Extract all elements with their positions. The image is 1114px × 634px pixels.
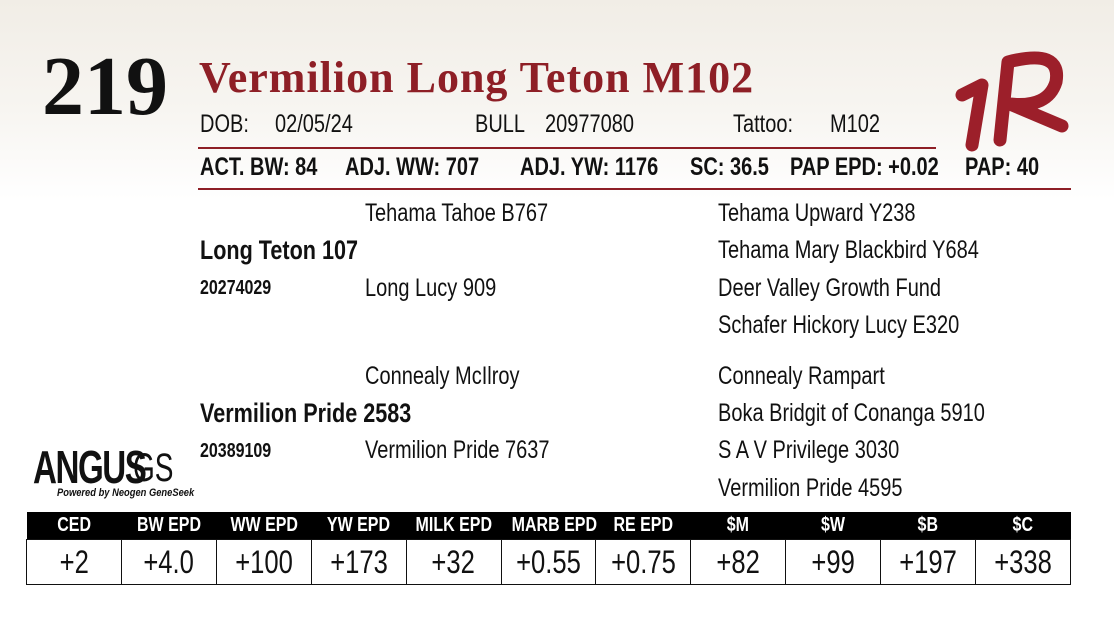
- epd-value: +100: [234, 543, 293, 580]
- epd-value-cell: +100: [215, 539, 312, 585]
- rule: [198, 188, 1071, 190]
- epd-value-cell: +32: [405, 539, 502, 585]
- grandparent: Schafer Hickory Lucy E320: [718, 311, 960, 339]
- pedigree-parent: Vermilion Pride 2583: [200, 398, 412, 428]
- epd-header: MARB EPD: [511, 514, 598, 536]
- epd-header-cell: $B: [880, 512, 976, 540]
- epd-header: $M: [727, 514, 750, 536]
- epd-value-row: +2 +4.0 +100 +173 +32 +0.55 +0.75 +82 +99 +197 +33…: [26, 539, 1071, 585]
- pedigree-sire: Tehama Tahoe B767: [365, 199, 549, 227]
- epd-value: +32: [431, 543, 476, 580]
- epd-value-cell: +197: [880, 539, 977, 585]
- epd-header-cell: $M: [690, 512, 786, 540]
- epd-value-cell: +2: [26, 539, 122, 585]
- epd-value-cell: +0.75: [595, 539, 692, 585]
- grandparent: Tehama Upward Y238: [718, 199, 916, 227]
- epd-value: +82: [716, 543, 761, 580]
- epd-value: +0.75: [611, 543, 676, 580]
- epd-value-cell: +4.0: [120, 539, 217, 585]
- epd-value: +173: [329, 543, 388, 580]
- stat: ADJ. YW: 1176: [520, 153, 659, 181]
- stat: SC: 36.5: [690, 153, 769, 181]
- logo-suffix: GS: [133, 446, 174, 490]
- epd-header-row: CED BW EPD WW EPD YW EPD MILK EPD MARB EPD RE …: [26, 512, 1071, 540]
- registration: 20274029: [200, 277, 272, 299]
- epd-value: +0.55: [516, 543, 581, 580]
- grandparent: Connealy Rampart: [718, 362, 885, 390]
- info-value: M102: [830, 110, 881, 138]
- brand-logo: [955, 51, 1069, 152]
- epd-value: +197: [899, 543, 957, 580]
- epd-value-cell: +82: [690, 539, 787, 585]
- pedigree-sire: Connealy McIlroy: [365, 362, 520, 390]
- epd-header: WW EPD: [229, 514, 298, 536]
- info-label: Tattoo:: [733, 110, 794, 138]
- epd-header: CED: [57, 514, 91, 536]
- info-label: DOB:: [200, 110, 249, 138]
- stat: ADJ. WW: 707: [345, 153, 480, 181]
- animal-name: Vermilion Long Teton M102: [199, 53, 755, 102]
- epd-header-cell: $W: [785, 512, 881, 540]
- epd-header: $B: [917, 514, 939, 536]
- epd-header-cell: RE EPD: [595, 512, 691, 540]
- epd-value-cell: +338: [975, 539, 1071, 585]
- epd-value: +338: [994, 543, 1052, 580]
- lot-number: 219: [42, 40, 168, 133]
- epd-header-cell: MARB EPD: [501, 512, 598, 540]
- pedigree-dam: Vermilion Pride 7637: [365, 436, 550, 464]
- epd-value: +4.0: [143, 543, 195, 580]
- grandparent: Vermilion Pride 4595: [718, 474, 903, 502]
- epd-header-cell: MILK EPD: [406, 512, 502, 540]
- info-value: 20977080: [545, 110, 634, 138]
- epd-value-cell: +0.55: [500, 539, 597, 585]
- epd-table: CED BW EPD WW EPD YW EPD MILK EPD MARB EPD RE …: [26, 512, 1071, 585]
- registration: 20389109: [200, 440, 272, 462]
- logo-tagline: Powered by Neogen GeneSeek: [57, 487, 195, 499]
- grandparent: Boka Bridgit of Conanga 5910: [718, 399, 985, 427]
- epd-value-cell: +99: [785, 539, 882, 585]
- grandparent: Deer Valley Growth Fund: [718, 274, 942, 302]
- epd-header: $W: [821, 514, 846, 536]
- info-label: BULL: [475, 110, 526, 138]
- rule: [198, 147, 936, 149]
- grandparent: S A V Privilege 3030: [718, 436, 900, 464]
- epd-value: +2: [59, 543, 89, 580]
- epd-header: $C: [1012, 514, 1034, 536]
- stat: ACT. BW: 84: [200, 153, 318, 181]
- stat: PAP EPD: +0.02: [790, 153, 939, 181]
- epd-header-cell: YW EPD: [311, 512, 407, 540]
- epd-header: BW EPD: [136, 514, 201, 536]
- epd-value-cell: +173: [310, 539, 407, 585]
- logo-brand: ANGUS: [33, 441, 147, 493]
- epd-header-cell: CED: [26, 512, 122, 540]
- epd-header-cell: WW EPD: [216, 512, 312, 540]
- epd-header: YW EPD: [327, 514, 391, 536]
- epd-header: RE EPD: [613, 514, 674, 536]
- pedigree-dam: Long Lucy 909: [365, 274, 497, 302]
- stat: PAP: 40: [965, 153, 1040, 181]
- info-value: 02/05/24: [275, 110, 353, 138]
- epd-header-cell: BW EPD: [121, 512, 217, 540]
- epd-header-cell: $C: [975, 512, 1071, 540]
- epd-value: +99: [811, 543, 855, 580]
- epd-header: MILK EPD: [415, 514, 493, 536]
- grandparent: Tehama Mary Blackbird Y684: [718, 236, 979, 264]
- pedigree-parent: Long Teton 107: [200, 235, 359, 265]
